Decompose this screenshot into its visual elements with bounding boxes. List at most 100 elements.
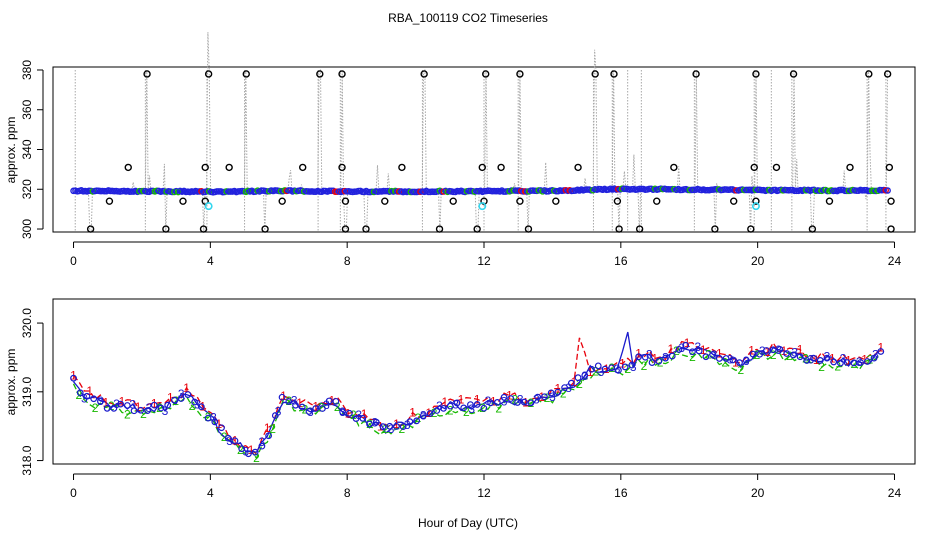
bottom-mean-point	[763, 347, 770, 354]
series-2-label: 2	[172, 394, 179, 408]
top-outlier-point	[516, 70, 524, 78]
top-outlier-point	[204, 70, 213, 78]
top-outlier-point	[420, 70, 428, 78]
series-2-label: 2	[641, 359, 648, 373]
top-outlier-point	[338, 163, 346, 172]
bottom-x-axis: 0 4 8 12 16 20 24	[70, 473, 901, 500]
bottom-mean-point	[164, 401, 172, 409]
chart-title: RBA_100119 CO2 Timeseries	[388, 11, 548, 25]
bottom-mean-point	[258, 442, 266, 450]
series-3-label: 3	[549, 390, 556, 404]
series-1-label: 1	[102, 396, 109, 410]
bottom-mean-point	[231, 437, 239, 445]
bottom-mean-point	[238, 445, 246, 453]
bottom-mean-point	[278, 393, 286, 401]
bottom-mean-point	[816, 357, 824, 364]
series-2-label: 2	[721, 355, 728, 369]
bottom-mean-point	[736, 359, 743, 367]
bottom-mean-point	[70, 374, 77, 382]
series-2-label: 2	[479, 401, 486, 415]
bottom-mean-point	[655, 357, 663, 365]
series-3-line	[72, 331, 882, 453]
bottom-mean-point	[184, 391, 192, 399]
series-2-label: 2	[463, 405, 470, 419]
top-x-axis: 0 4 8 12 16 20 24	[70, 241, 901, 268]
bottom-mean-point	[393, 423, 400, 430]
series-2-label: 2	[576, 377, 583, 391]
series-3-label: 3	[178, 387, 185, 401]
top-outlier-point	[338, 70, 346, 78]
x-axis-label: Hour of Day (UTC)	[418, 516, 518, 530]
bottom-mean-point	[554, 388, 562, 396]
top-data-point	[884, 187, 891, 194]
top-outlier-point	[692, 70, 700, 78]
bottom-mean-point	[345, 409, 353, 417]
series-2-label: 2	[253, 451, 260, 465]
bottom-mean-point	[547, 389, 555, 397]
series-2-label: 2	[221, 430, 228, 444]
series-1-label: 1	[312, 400, 319, 414]
series-1-label: 1	[474, 392, 481, 406]
series-2-label: 2	[189, 399, 196, 413]
series-3-label: 3	[840, 351, 847, 365]
bottom-mean-point	[514, 399, 521, 406]
top-panel: 0 4 8 12 16 20 24 300 320 340 360 380 approx. ppm	[4, 32, 916, 268]
bottom-mean-point	[440, 404, 447, 412]
series-2-label: 2	[818, 360, 825, 374]
bottom-mean-point	[567, 379, 575, 387]
bottom-mean-point	[177, 395, 185, 402]
bottom-mean-point	[305, 408, 313, 415]
bottom-mean-point	[689, 348, 696, 356]
top-outlier-point	[552, 197, 560, 205]
bottom-mean-point	[500, 393, 508, 401]
top-outlier-point	[478, 163, 486, 172]
bottom-mean-point	[271, 412, 279, 419]
bottom-mean-point	[480, 404, 488, 412]
bottom-mean-point	[810, 354, 817, 362]
series-1-label: 1	[151, 397, 158, 411]
series-1-label: 1	[748, 343, 755, 357]
top-outlier-point	[846, 163, 854, 172]
bottom-mean-point	[715, 355, 723, 362]
bottom-mean-point	[211, 418, 219, 426]
bottom-mean-point	[191, 398, 199, 406]
bottom-mean-point	[877, 348, 885, 355]
series-3-label: 3	[291, 394, 298, 408]
top-y-tick-label: 380	[20, 60, 34, 80]
series-3-label: 3	[420, 408, 427, 422]
series-3-label: 3	[759, 344, 766, 358]
top-outlier-point	[808, 225, 817, 233]
bottom-mean-point	[520, 398, 528, 406]
bottom-mean-point	[830, 358, 838, 366]
bottom-mean-point	[837, 359, 844, 367]
top-outlier-point	[381, 197, 389, 205]
bottom-mean-point	[823, 354, 831, 362]
bottom-mean-point	[857, 359, 865, 366]
series-2-label: 2	[366, 417, 373, 431]
series-3-label: 3	[581, 369, 588, 383]
series-3-label: 3	[501, 394, 508, 408]
series-2-label: 2	[657, 356, 664, 370]
series-1-label: 1	[296, 396, 303, 410]
top-y-axis: 300 320 340 360 380	[20, 60, 44, 239]
bottom-x-tick-label: 16	[614, 486, 628, 500]
bottom-mean-point	[702, 353, 710, 361]
top-outlier-point	[242, 70, 250, 78]
series-1-label: 1	[522, 395, 529, 409]
bottom-mean-point	[319, 405, 326, 412]
top-outlier-point	[105, 197, 114, 205]
bottom-mean-point	[850, 359, 858, 367]
top-x-tick-label: 4	[207, 254, 214, 268]
bottom-mean-point	[251, 448, 259, 456]
series-3-label: 3	[404, 418, 411, 432]
top-outlier-point	[143, 70, 151, 78]
series-3-label: 3	[452, 397, 459, 411]
top-outlier-point	[883, 70, 892, 78]
bottom-mean-point	[339, 408, 347, 416]
bottom-mean-point	[467, 401, 474, 409]
bottom-mean-point	[601, 365, 609, 373]
bottom-plot-frame	[52, 298, 916, 465]
series-2-label: 2	[738, 363, 745, 377]
top-x-tick-label: 16	[614, 254, 628, 268]
